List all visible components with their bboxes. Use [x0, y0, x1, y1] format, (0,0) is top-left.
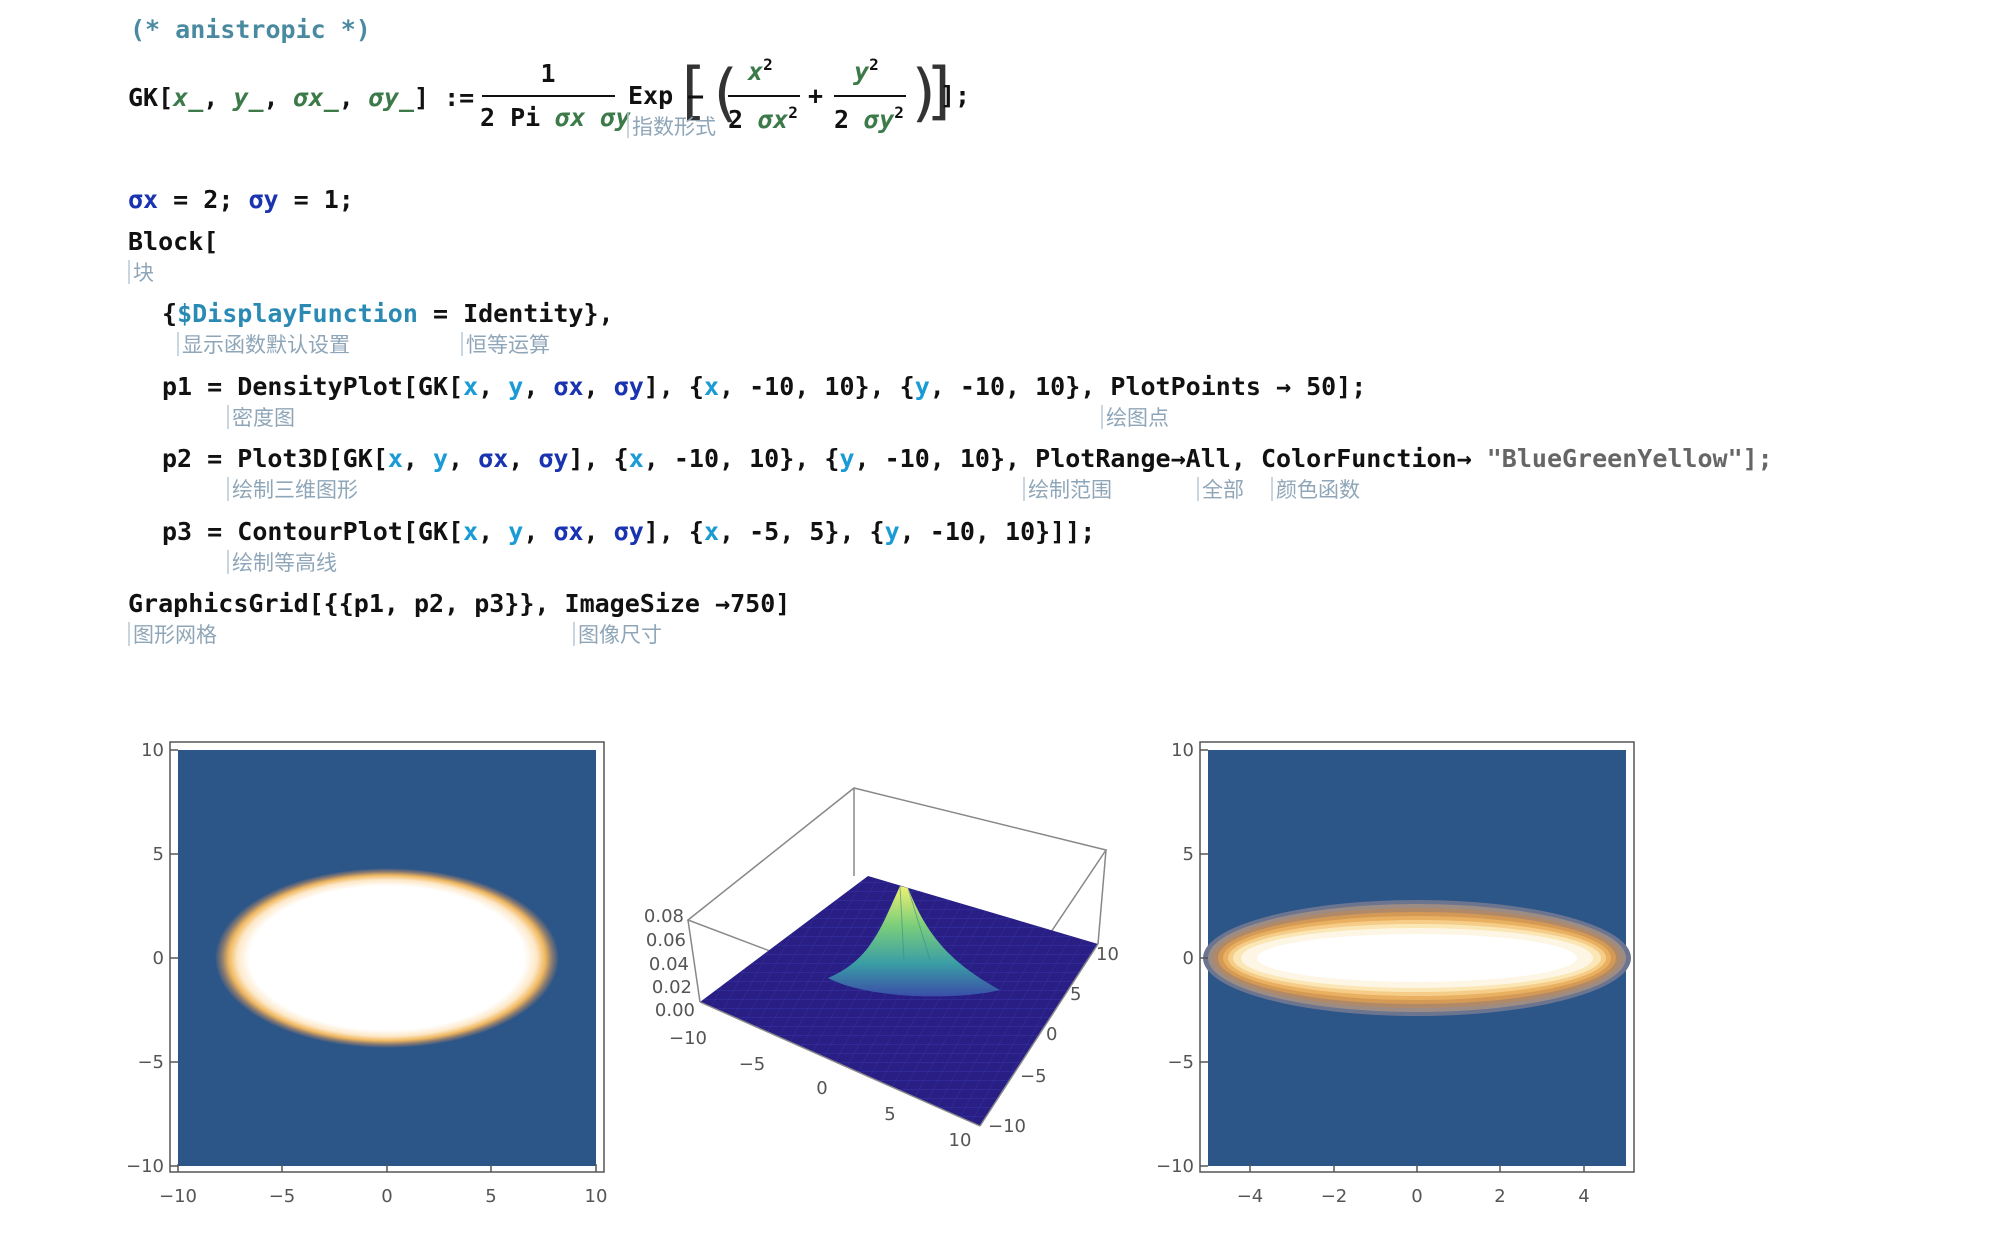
p1-xtick-0: −10 [159, 1186, 197, 1207]
pattern-x: x_ [172, 83, 204, 112]
contour-bands [1203, 900, 1631, 1016]
tooltip-block: 块 [133, 261, 154, 285]
tooltip-plot3d: 绘制三维图形 [232, 478, 358, 502]
p3-ytick-3: −5 [1167, 1052, 1194, 1073]
p2-ytick-4: −10 [988, 1116, 1026, 1137]
p2-ytick-0: 10 [1096, 944, 1119, 965]
tooltip-exp: 指数形式 [632, 115, 716, 139]
paren-close: ) [906, 56, 943, 129]
gk-symbol: GK [128, 83, 158, 112]
tooltip-contourplot: 绘制等高线 [232, 551, 337, 575]
svg-text:GK[x_, y_, σx_, σy_] :=: GK[x_, y_, σx_, σy_] := [128, 83, 474, 112]
p3-ytick-0: 10 [1171, 740, 1194, 761]
plot3d[interactable]: 0.08 0.06 0.04 0.02 0.00 −10 −5 0 5 10 1… [644, 787, 1119, 1151]
p2-ztick-1: 0.06 [646, 930, 686, 951]
p2-ytick-3: −5 [1020, 1066, 1047, 1087]
pattern-sy: σy_ [368, 83, 415, 112]
pattern-sx: σx_ [293, 83, 340, 112]
p2-xtick-3: 5 [884, 1104, 895, 1125]
p1-ytick-0: 10 [141, 740, 164, 761]
p2-xtick-0: −10 [669, 1028, 707, 1049]
p2-xtick-2: 0 [816, 1078, 827, 1099]
exp-bracket-open: [ [673, 54, 710, 127]
p2-ztick-3: 0.02 [652, 977, 692, 998]
p1-ytick-3: −5 [137, 1052, 164, 1073]
p2-ytick-1: 5 [1070, 984, 1081, 1005]
contour-plot[interactable]: −4 −2 0 2 4 10 5 0 −5 −10 [1156, 740, 1635, 1207]
p1-line[interactable]: p1 = DensityPlot[GK[x, y, σx, σy], {x, -… [162, 372, 1366, 401]
p1-xtick-3: 5 [485, 1186, 496, 1207]
p2-ztick-0: 0.08 [644, 906, 684, 927]
sigma-assignments[interactable]: σx = 2; σy = 1; [128, 185, 354, 214]
p2-ztick-4: 0.00 [655, 1000, 695, 1021]
frac1-num: x2 [747, 55, 773, 86]
plot3d-peak [828, 886, 1000, 997]
plus-sign: + [808, 81, 823, 110]
p3-xtick-0: −4 [1237, 1186, 1264, 1207]
p2-ytick-2: 0 [1046, 1024, 1057, 1045]
tooltip-imagesize: 图像尺寸 [578, 623, 662, 647]
p3-xtick-2: 0 [1411, 1186, 1422, 1207]
comment-line: (* anistropic *) [130, 15, 371, 44]
p2-xtick-4: 10 [949, 1130, 972, 1151]
display-function-line[interactable]: {$DisplayFunction = Identity}, [162, 299, 614, 328]
p1-xtick-2: 0 [381, 1186, 392, 1207]
p3-xtick-1: −2 [1321, 1186, 1348, 1207]
p2-line[interactable]: p2 = Plot3D[GK[x, y, σx, σy], {x, -10, 1… [162, 444, 1773, 473]
p1-xtick-4: 10 [585, 1186, 608, 1207]
p2-ztick-2: 0.04 [649, 954, 689, 975]
density-plot[interactable]: −10 −5 0 5 10 10 5 0 −5 −10 [126, 740, 607, 1207]
tooltip-graphicsgrid: 图形网格 [133, 623, 217, 647]
density-ticks [170, 749, 597, 1172]
density-peak [215, 868, 559, 1048]
input-cell[interactable]: (* anistropic *) GK[x_, y_, σx_, σy_] :=… [128, 15, 1773, 647]
pattern-y: y_ [231, 83, 264, 112]
frac-denominator: 2 Pi σx σy [480, 103, 632, 132]
tooltip-densityplot: 密度图 [232, 406, 295, 430]
tooltip-identity: 恒等运算 [466, 333, 550, 357]
frac-numerator: 1 [540, 59, 555, 88]
svg-text:];: ]; [940, 81, 970, 110]
tooltip-plotrange: 绘制范围 [1028, 478, 1112, 502]
p3-ytick-2: 0 [1183, 948, 1194, 969]
minus-sign: – [688, 81, 704, 110]
tooltip-colorfunction: 颜色函数 [1276, 478, 1360, 502]
p1-ytick-4: −10 [126, 1156, 164, 1177]
graphicsgrid-line[interactable]: GraphicsGrid[{{p1, p2, p3}}, ImageSize →… [128, 589, 790, 618]
p3-ytick-1: 5 [1183, 844, 1194, 865]
tooltip-all: 全部 [1202, 478, 1244, 502]
p3-xtick-3: 2 [1494, 1186, 1505, 1207]
p1-xtick-1: −5 [269, 1186, 296, 1207]
p3-line[interactable]: p3 = ContourPlot[GK[x, y, σx, σy], {x, -… [162, 517, 1095, 546]
p1-ytick-2: 0 [153, 948, 164, 969]
block-head[interactable]: Block[ [128, 227, 218, 256]
p2-xtick-1: −5 [739, 1054, 766, 1075]
p3-xtick-4: 4 [1578, 1186, 1589, 1207]
contour-ticks [1200, 749, 1585, 1172]
paren-open: ( [706, 56, 743, 129]
gk-definition[interactable]: GK[x_, y_, σx_, σy_] := 1 2 Pi σx σy Exp… [128, 54, 970, 139]
p1-ytick-1: 5 [153, 844, 164, 865]
frac1-den: 2 σx2 [728, 103, 798, 134]
tooltip-plotpoints: 绘图点 [1106, 406, 1169, 430]
frac2-num: y2 [852, 55, 879, 86]
tooltip-displayfunction: 显示函数默认设置 [182, 333, 350, 357]
frac2-den: 2 σy2 [834, 103, 904, 134]
exp-bracket-close: ] [922, 54, 959, 127]
p3-ytick-4: −10 [1156, 1156, 1194, 1177]
exp-symbol[interactable]: Exp [628, 81, 673, 110]
